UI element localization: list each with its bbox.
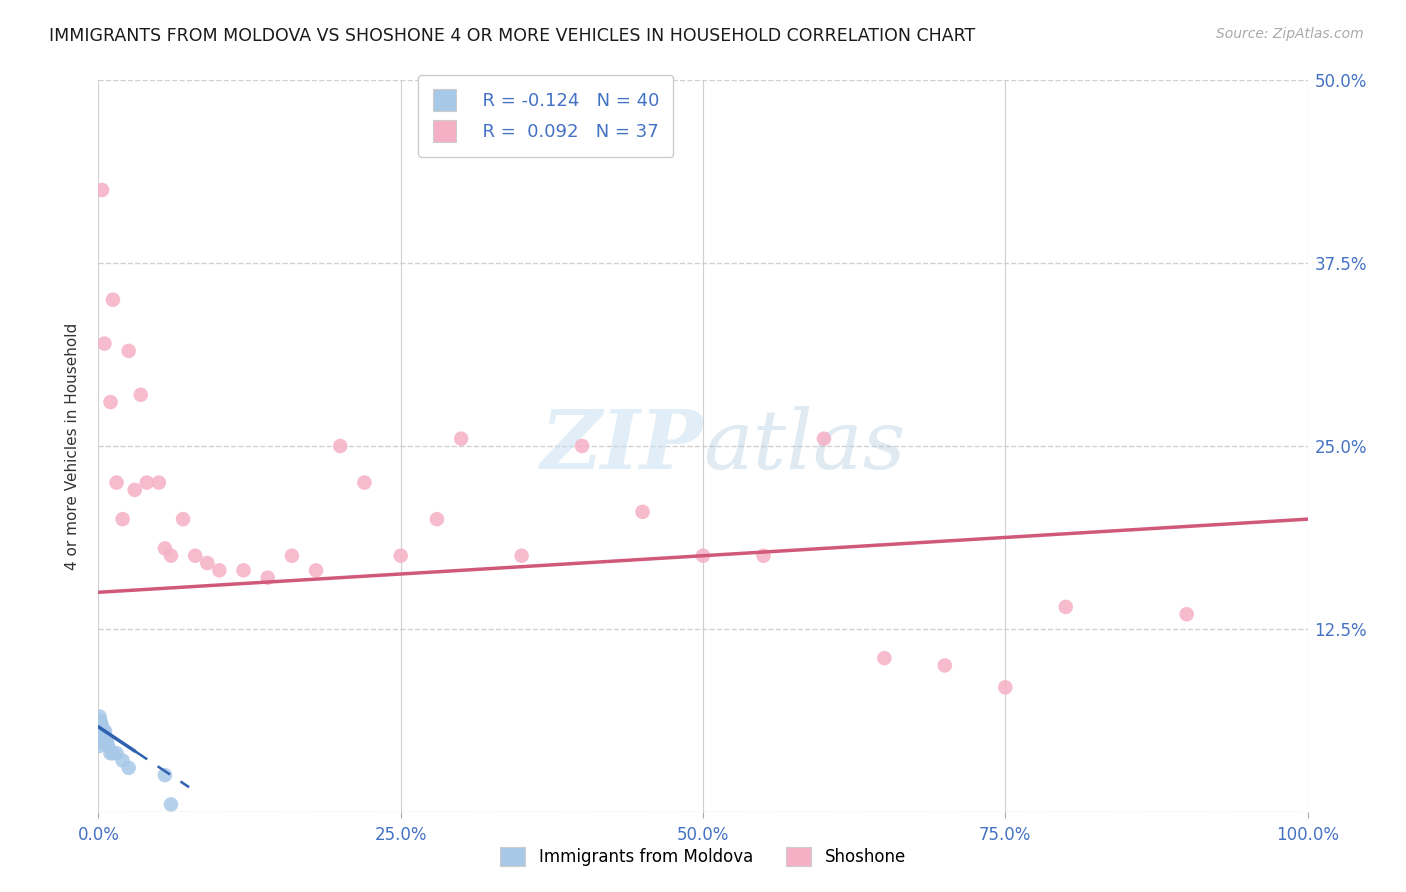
Point [89, 724, 111, 739]
Point [118, 343, 141, 358]
Point [94, 731, 117, 746]
Text: Source: ZipAtlas.com: Source: ZipAtlas.com [1216, 27, 1364, 41]
Point [90, 720, 112, 734]
Point [90, 724, 112, 739]
Point [994, 681, 1017, 695]
Point [90, 731, 112, 746]
Point [571, 439, 593, 453]
Point [631, 505, 654, 519]
Point [426, 512, 449, 526]
Point [91, 731, 114, 746]
Point [91, 720, 114, 734]
Text: ZIP: ZIP [540, 406, 703, 486]
Point [873, 651, 896, 665]
Point [752, 549, 775, 563]
Point [118, 761, 141, 775]
Point [124, 483, 146, 497]
Point [153, 768, 176, 782]
Point [90, 717, 112, 731]
Point [90, 724, 112, 739]
Point [105, 746, 128, 760]
Point [184, 549, 207, 563]
Legend: Immigrants from Moldova, Shoshone: Immigrants from Moldova, Shoshone [494, 840, 912, 873]
Point [90, 731, 112, 746]
Point [96, 734, 118, 748]
Point [101, 746, 124, 760]
Point [87, 724, 110, 739]
Point [111, 512, 134, 526]
Point [148, 475, 170, 490]
Point [934, 658, 956, 673]
Point [100, 746, 122, 760]
Point [89, 724, 111, 739]
Point [692, 549, 714, 563]
Point [172, 512, 194, 526]
Text: IMMIGRANTS FROM MOLDOVA VS SHOSHONE 4 OR MORE VEHICLES IN HOUSEHOLD CORRELATION : IMMIGRANTS FROM MOLDOVA VS SHOSHONE 4 OR… [49, 27, 976, 45]
Point [93, 724, 115, 739]
Point [160, 549, 183, 563]
Point [111, 754, 134, 768]
Point [1054, 599, 1077, 614]
Point [97, 739, 120, 753]
Point [90, 729, 112, 743]
Point [89, 714, 111, 728]
Y-axis label: 4 or more Vehicles in Household: 4 or more Vehicles in Household [65, 322, 80, 570]
Point [90, 717, 112, 731]
Point [91, 724, 114, 739]
Point [256, 571, 278, 585]
Point [208, 563, 231, 577]
Point [89, 720, 111, 734]
Point [510, 549, 533, 563]
Point [129, 388, 152, 402]
Point [93, 336, 115, 351]
Point [89, 731, 111, 746]
Point [87, 734, 110, 748]
Point [101, 293, 124, 307]
Point [89, 729, 111, 743]
Point [94, 724, 117, 739]
Point [135, 475, 157, 490]
Point [232, 563, 254, 577]
Point [305, 563, 328, 577]
Point [813, 432, 835, 446]
Point [195, 556, 218, 570]
Point [90, 724, 112, 739]
Legend:   R = -0.124   N = 40,   R =  0.092   N = 37: R = -0.124 N = 40, R = 0.092 N = 37 [418, 75, 673, 157]
Point [100, 395, 122, 409]
Point [89, 731, 111, 746]
Point [89, 739, 111, 753]
Point [353, 475, 375, 490]
Point [105, 475, 128, 490]
Point [450, 432, 472, 446]
Point [329, 439, 352, 453]
Point [89, 717, 111, 731]
Point [89, 709, 111, 723]
Point [93, 731, 115, 746]
Text: atlas: atlas [703, 406, 905, 486]
Point [281, 549, 304, 563]
Point [1175, 607, 1198, 622]
Point [91, 729, 114, 743]
Point [389, 549, 412, 563]
Point [160, 797, 183, 812]
Point [89, 734, 111, 748]
Point [91, 183, 114, 197]
Point [89, 724, 111, 739]
Point [153, 541, 176, 556]
